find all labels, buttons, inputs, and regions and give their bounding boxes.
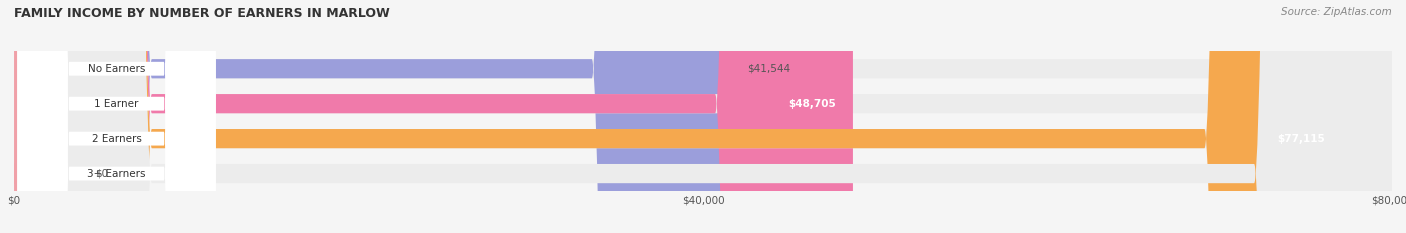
- FancyBboxPatch shape: [14, 0, 730, 233]
- Text: $77,115: $77,115: [1277, 134, 1324, 144]
- FancyBboxPatch shape: [17, 0, 215, 233]
- FancyBboxPatch shape: [14, 0, 1343, 233]
- FancyBboxPatch shape: [14, 0, 1392, 233]
- FancyBboxPatch shape: [17, 0, 215, 233]
- Text: 1 Earner: 1 Earner: [94, 99, 139, 109]
- FancyBboxPatch shape: [14, 0, 1392, 233]
- Text: $41,544: $41,544: [747, 64, 790, 74]
- FancyBboxPatch shape: [14, 0, 853, 233]
- FancyBboxPatch shape: [17, 0, 215, 233]
- FancyBboxPatch shape: [17, 0, 215, 233]
- Text: FAMILY INCOME BY NUMBER OF EARNERS IN MARLOW: FAMILY INCOME BY NUMBER OF EARNERS IN MA…: [14, 7, 389, 20]
- FancyBboxPatch shape: [14, 0, 52, 233]
- Text: 2 Earners: 2 Earners: [91, 134, 142, 144]
- Text: $48,705: $48,705: [787, 99, 835, 109]
- Text: No Earners: No Earners: [87, 64, 145, 74]
- FancyBboxPatch shape: [14, 0, 1392, 233]
- FancyBboxPatch shape: [14, 0, 1392, 233]
- Text: Source: ZipAtlas.com: Source: ZipAtlas.com: [1281, 7, 1392, 17]
- Text: $0: $0: [96, 169, 108, 178]
- Text: 3+ Earners: 3+ Earners: [87, 169, 146, 178]
